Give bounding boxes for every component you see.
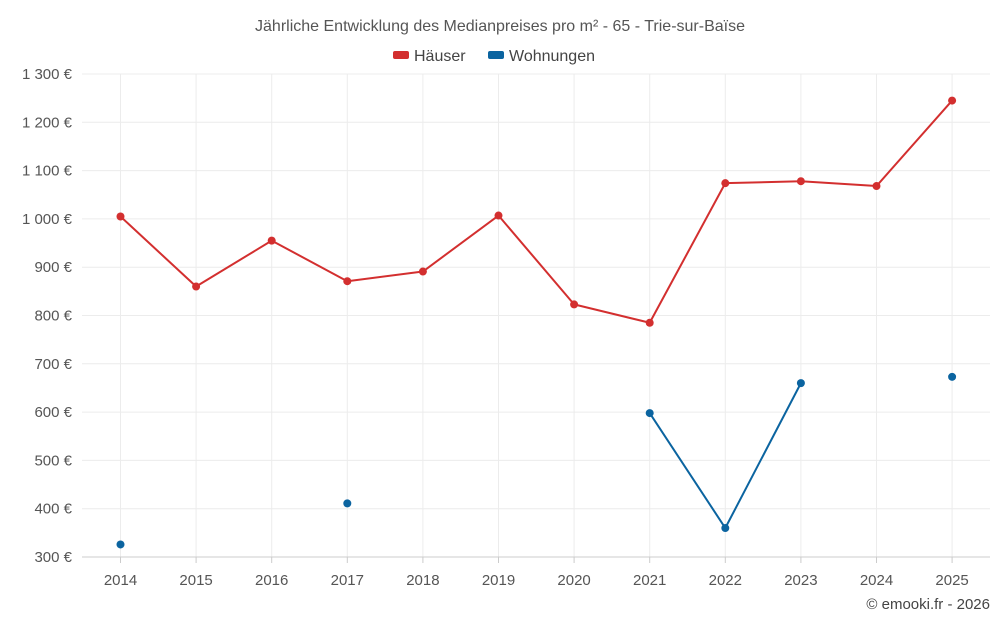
- series-segment: [799, 180, 878, 188]
- x-tick-label: 2021: [633, 572, 666, 589]
- data-point: [570, 300, 579, 309]
- series-segment: [724, 180, 802, 185]
- x-tick-label: 2014: [104, 572, 137, 589]
- series-segment: [875, 99, 954, 188]
- data-point: [721, 179, 730, 188]
- x-tick-label: 2017: [331, 572, 364, 589]
- y-tick-label: 900 €: [34, 259, 72, 276]
- legend-label: Häuser: [414, 48, 466, 65]
- series-segment: [421, 214, 500, 273]
- data-point: [645, 409, 654, 418]
- y-tick-label: 1 300 €: [22, 66, 73, 83]
- series-haeuser: [116, 96, 957, 327]
- legend-swatch: [488, 51, 504, 59]
- chart-title: Jährliche Entwicklung des Medianpreises …: [255, 18, 745, 35]
- data-point: [948, 372, 957, 381]
- x-tick-label: 2025: [935, 572, 968, 589]
- series-segment: [195, 239, 273, 288]
- series-segment: [573, 303, 651, 324]
- series-segment: [270, 239, 349, 283]
- x-tick-label: 2024: [860, 572, 893, 589]
- legend-label: Wohnungen: [509, 48, 595, 65]
- series-segment: [648, 182, 727, 324]
- data-point: [418, 267, 427, 276]
- x-tick-label: 2018: [406, 572, 439, 589]
- x-tick-label: 2015: [179, 572, 212, 589]
- data-point: [267, 236, 276, 245]
- series-wohnungen: [116, 372, 957, 549]
- series-segment: [497, 214, 576, 306]
- axes: 300 € 400 € 500 € 600 € 700 € 800 € 900 € 1 000…: [22, 66, 990, 589]
- y-tick-label: 600 €: [34, 404, 72, 421]
- data-point: [192, 282, 201, 291]
- y-tick-label: 500 €: [34, 452, 72, 469]
- data-point: [116, 540, 125, 549]
- data-point: [721, 524, 730, 533]
- grid: [82, 73, 990, 558]
- series-segment: [119, 215, 198, 288]
- legend-swatch: [393, 51, 409, 59]
- y-tick-label: 1 100 €: [22, 163, 73, 180]
- series-layer: [116, 96, 957, 549]
- x-tick-label: 2022: [709, 572, 742, 589]
- data-point: [343, 499, 352, 508]
- series-segment: [724, 382, 802, 530]
- x-tick-label: 2019: [482, 572, 515, 589]
- legend: Häuser Wohnungen: [393, 48, 595, 65]
- series-segment: [346, 270, 424, 283]
- data-point: [343, 277, 352, 286]
- data-point: [796, 379, 805, 388]
- x-tick-label: 2016: [255, 572, 288, 589]
- data-point: [494, 211, 503, 220]
- y-tick-label: 300 €: [34, 549, 72, 566]
- y-tick-label: 400 €: [34, 501, 72, 518]
- data-point: [796, 177, 805, 186]
- y-tick-label: 1 000 €: [22, 211, 73, 228]
- x-tick-label: 2020: [557, 572, 590, 589]
- x-tick-label: 2023: [784, 572, 817, 589]
- y-tick-label: 700 €: [34, 356, 72, 373]
- data-point: [645, 318, 654, 327]
- credit-text: © emooki.fr - 2026: [866, 596, 990, 613]
- data-point: [872, 182, 881, 191]
- data-point: [116, 212, 125, 221]
- data-point: [948, 96, 957, 105]
- y-tick-label: 1 200 €: [22, 114, 73, 131]
- y-tick-label: 800 €: [34, 308, 72, 325]
- series-segment: [648, 412, 727, 530]
